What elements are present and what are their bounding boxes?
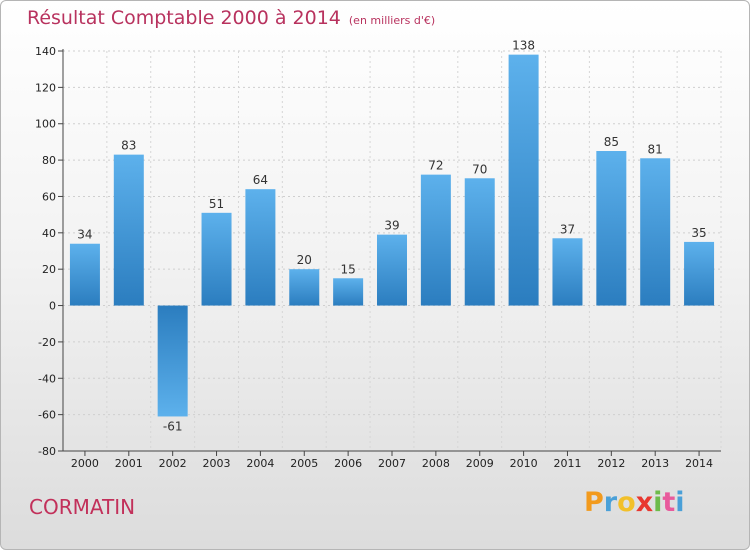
data-label: 83 (121, 139, 136, 153)
logo-letter: x (635, 487, 654, 518)
data-label: 138 (512, 39, 535, 53)
y-tick-label: 140 (35, 45, 56, 58)
x-tick-label: 2002 (159, 457, 187, 470)
bar (552, 238, 583, 306)
city-name: CORMATIN (29, 495, 136, 519)
data-label: 15 (340, 262, 355, 276)
data-label: 64 (253, 173, 268, 187)
data-label: 85 (604, 135, 619, 149)
y-tick-label: -80 (38, 445, 56, 458)
data-label: 35 (691, 226, 706, 240)
y-tick-label: -20 (38, 336, 56, 349)
x-tick-label: 2011 (553, 457, 581, 470)
bar (245, 189, 276, 306)
y-tick-label: 120 (35, 81, 56, 94)
logo-letter: i (653, 487, 663, 518)
bar (333, 278, 364, 306)
bar (69, 243, 100, 306)
data-label: 72 (428, 159, 443, 173)
proxiti-logo: Proxiti (584, 487, 685, 518)
bar (596, 151, 627, 306)
y-tick-label: 40 (42, 227, 56, 240)
data-label: 34 (77, 228, 92, 242)
x-tick-label: 2013 (641, 457, 669, 470)
y-tick-label: 100 (35, 118, 56, 131)
data-label: 20 (297, 253, 312, 267)
logo-letter: i (675, 487, 685, 518)
x-tick-label: 2006 (334, 457, 362, 470)
x-tick-label: 2007 (378, 457, 406, 470)
x-tick-label: 2000 (71, 457, 99, 470)
y-tick-label: -40 (38, 372, 56, 385)
logo-letter: t (662, 487, 676, 518)
x-tick-label: 2012 (597, 457, 625, 470)
chart-title: Résultat Comptable 2000 à 2014 (en millie… (27, 7, 435, 29)
bar (157, 305, 188, 417)
bar (420, 174, 451, 306)
bar (201, 212, 232, 306)
data-label: 81 (648, 142, 663, 156)
bar (508, 54, 539, 306)
bar (464, 178, 495, 306)
bar (377, 234, 407, 306)
x-tick-label: 2014 (685, 457, 713, 470)
data-label: 39 (384, 219, 399, 233)
y-tick-label: 20 (42, 263, 56, 276)
y-tick-label: 80 (42, 154, 56, 167)
y-tick-label: 0 (49, 300, 56, 313)
y-tick-label: 60 (42, 190, 56, 203)
x-tick-label: 2001 (115, 457, 143, 470)
x-tick-label: 2009 (466, 457, 494, 470)
x-tick-label: 2004 (246, 457, 274, 470)
logo-letter: o (617, 487, 636, 518)
title-text: Résultat Comptable 2000 à 2014 (27, 7, 341, 29)
x-tick-label: 2003 (203, 457, 231, 470)
bar (113, 154, 144, 306)
x-tick-label: 2010 (510, 457, 538, 470)
y-tick-label: -60 (38, 409, 56, 422)
data-label: 70 (472, 162, 487, 176)
x-tick-label: 2005 (290, 457, 318, 470)
bar (684, 241, 715, 306)
title-unit: (en milliers d'€) (348, 14, 436, 27)
data-label: 51 (209, 197, 224, 211)
bar (640, 158, 671, 306)
bar (289, 269, 320, 306)
data-label: 37 (560, 222, 575, 236)
x-tick-label: 2008 (422, 457, 450, 470)
logo-letter: P (584, 487, 604, 518)
data-label: -61 (163, 419, 183, 433)
logo-letter: r (603, 487, 618, 518)
